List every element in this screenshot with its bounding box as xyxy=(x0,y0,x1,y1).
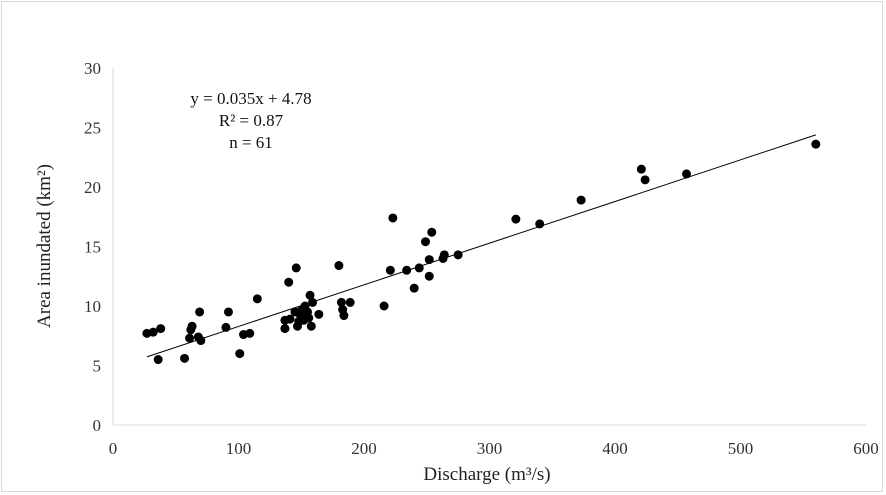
data-point xyxy=(453,250,463,260)
data-point xyxy=(180,353,190,363)
data-point xyxy=(252,294,262,304)
data-point xyxy=(304,313,314,323)
data-point xyxy=(640,175,650,185)
data-points xyxy=(142,139,821,365)
data-point xyxy=(196,336,206,346)
data-point xyxy=(379,301,389,311)
x-axis-title: Discharge (m³/s) xyxy=(423,464,550,485)
equation-label: y = 0.035x + 4.78 xyxy=(190,89,311,108)
data-point xyxy=(636,164,646,174)
data-point xyxy=(280,324,290,334)
data-point xyxy=(414,263,424,273)
data-point xyxy=(682,169,692,179)
data-point xyxy=(245,328,255,338)
sample-size-label: n = 61 xyxy=(229,133,273,152)
data-point xyxy=(308,297,318,307)
data-point xyxy=(185,333,195,343)
y-tick-label: 5 xyxy=(93,357,102,376)
x-tick-label: 400 xyxy=(602,439,628,458)
data-point xyxy=(511,214,521,224)
y-tick-label: 0 xyxy=(93,416,102,435)
data-point xyxy=(148,327,158,337)
trendline xyxy=(146,134,816,358)
y-tick-label: 15 xyxy=(84,238,101,257)
data-point xyxy=(284,277,294,287)
data-point xyxy=(402,265,412,275)
data-point xyxy=(223,307,233,317)
data-point xyxy=(420,237,430,247)
y-axis-title: Area inundated (km²) xyxy=(34,164,55,328)
data-point xyxy=(306,321,316,331)
y-axis: 0 5 10 15 20 25 30 xyxy=(84,59,114,435)
data-point xyxy=(345,297,355,307)
x-tick-label: 500 xyxy=(728,439,754,458)
y-tick-label: 25 xyxy=(84,119,101,138)
data-point xyxy=(535,219,545,229)
data-point xyxy=(427,227,437,237)
data-point xyxy=(424,255,434,265)
data-point xyxy=(811,139,821,149)
r-squared-label: R² = 0.87 xyxy=(219,111,284,130)
x-axis: 0 100 200 300 400 500 600 xyxy=(109,424,879,458)
equation-annotation: y = 0.035x + 4.78 R² = 0.87 n = 61 xyxy=(190,89,311,152)
data-point xyxy=(339,311,349,321)
data-point xyxy=(336,297,346,307)
y-tick-label: 30 xyxy=(84,59,101,78)
data-point xyxy=(291,263,301,273)
y-tick-label: 10 xyxy=(84,297,101,316)
data-point xyxy=(195,307,205,317)
data-point xyxy=(235,349,245,359)
data-point xyxy=(285,314,295,324)
data-point xyxy=(385,265,395,275)
data-point xyxy=(424,271,434,281)
data-point xyxy=(439,250,449,260)
x-tick-label: 600 xyxy=(853,439,879,458)
x-tick-label: 200 xyxy=(351,439,377,458)
data-point xyxy=(156,324,166,334)
x-tick-label: 0 xyxy=(109,439,118,458)
data-point xyxy=(187,321,197,331)
data-point xyxy=(153,355,163,365)
data-point xyxy=(314,309,324,319)
data-point xyxy=(576,195,586,205)
data-point xyxy=(388,213,398,223)
data-point xyxy=(221,322,231,332)
data-point xyxy=(305,290,315,300)
trendline-line xyxy=(146,134,816,358)
x-tick-label: 100 xyxy=(226,439,252,458)
x-tick-label: 300 xyxy=(477,439,503,458)
data-point xyxy=(409,283,419,293)
y-tick-label: 20 xyxy=(84,178,101,197)
data-point xyxy=(334,261,344,271)
